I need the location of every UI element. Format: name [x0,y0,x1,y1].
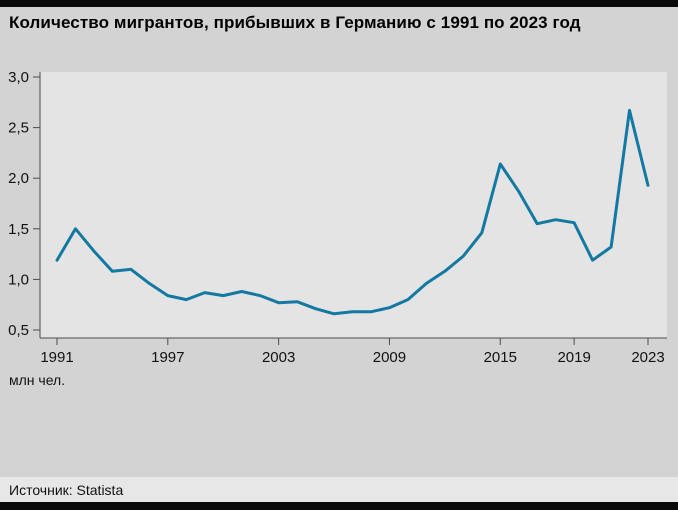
svg-text:2015: 2015 [484,349,517,366]
unit-label: млн чел. [9,372,66,388]
svg-text:1,0: 1,0 [8,271,29,288]
svg-text:2,0: 2,0 [8,170,29,187]
top-black-bar [0,0,678,7]
svg-text:2019: 2019 [557,349,590,366]
svg-text:2023: 2023 [631,349,664,366]
chart-title: Количество мигрантов, прибывших в Герман… [9,13,581,32]
source-strip: Источник: Statista [0,477,678,502]
svg-text:2003: 2003 [262,349,295,366]
svg-text:2009: 2009 [373,349,406,366]
source-label: Источник: Statista [9,481,124,498]
svg-text:0,5: 0,5 [8,322,29,339]
svg-text:1991: 1991 [40,349,73,366]
svg-text:1997: 1997 [151,349,184,366]
chart-canvas: 3,0 2,5 2,0 1,5 1,0 0,5 1991 1997 2003 2009 2015 20… [8,69,667,366]
svg-text:2,5: 2,5 [8,120,29,137]
svg-text:3,0: 3,0 [8,69,29,86]
bottom-black-bar [0,502,678,510]
svg-text:1,5: 1,5 [8,221,29,238]
